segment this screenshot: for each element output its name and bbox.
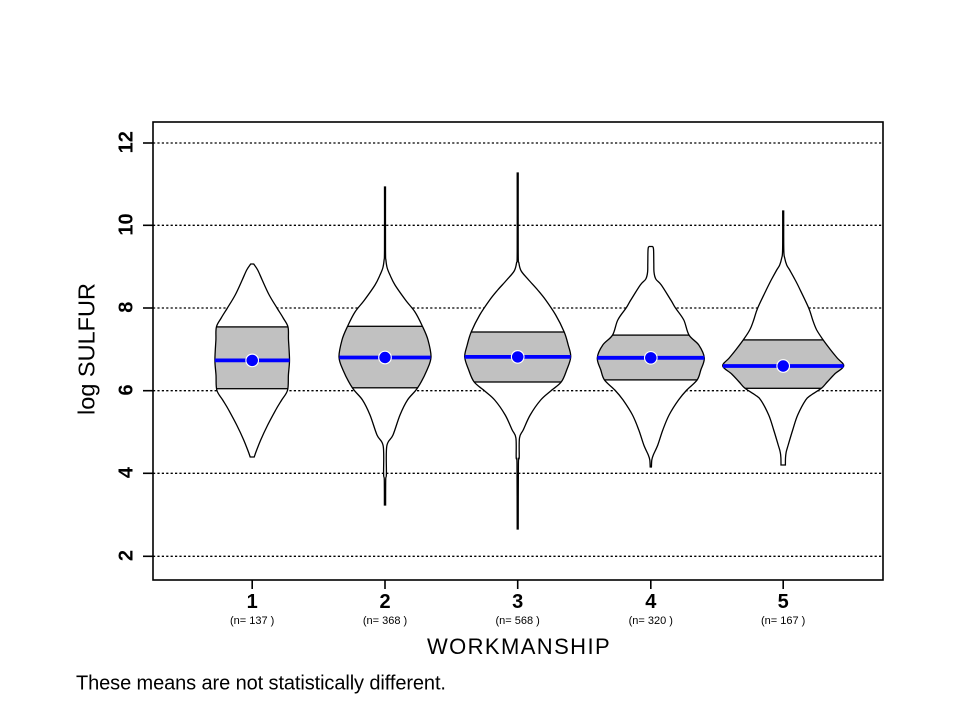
svg-text:2: 2 bbox=[379, 591, 390, 613]
svg-text:(n= 167 ): (n= 167 ) bbox=[761, 615, 805, 627]
svg-text:3: 3 bbox=[512, 591, 523, 613]
svg-text:1: 1 bbox=[247, 591, 258, 613]
svg-text:log SULFUR: log SULFUR bbox=[74, 283, 100, 415]
svg-text:These means are not statistica: These means are not statistically differ… bbox=[76, 673, 446, 695]
svg-text:5: 5 bbox=[778, 591, 789, 613]
svg-text:4: 4 bbox=[116, 466, 138, 478]
svg-text:6: 6 bbox=[116, 384, 138, 395]
svg-text:WORKMANSHIP: WORKMANSHIP bbox=[427, 634, 611, 659]
svg-text:(n= 137 ): (n= 137 ) bbox=[230, 615, 274, 627]
svg-text:4: 4 bbox=[645, 591, 657, 613]
svg-text:2: 2 bbox=[116, 550, 138, 561]
svg-text:12: 12 bbox=[116, 131, 138, 153]
svg-text:10: 10 bbox=[116, 213, 138, 235]
svg-text:(n= 368 ): (n= 368 ) bbox=[363, 615, 407, 627]
svg-text:(n= 320 ): (n= 320 ) bbox=[629, 615, 673, 627]
svg-text:8: 8 bbox=[116, 302, 138, 313]
svg-text:(n= 568 ): (n= 568 ) bbox=[496, 615, 540, 627]
